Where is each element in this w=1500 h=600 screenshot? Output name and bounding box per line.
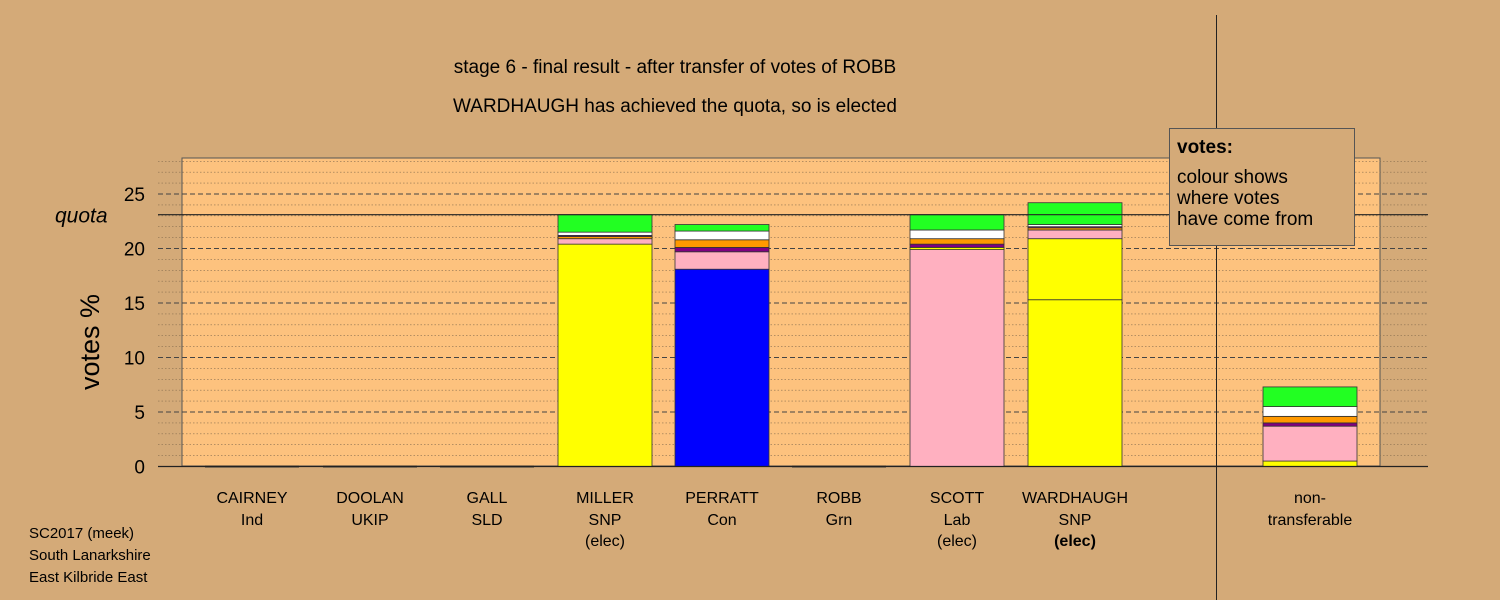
bar-segment-sld	[1262, 422, 1358, 427]
footer-election: SC2017 (meek)	[29, 525, 135, 542]
candidate-party: Ind	[241, 512, 263, 529]
bar-segment-ukip	[1027, 202, 1123, 225]
footer-ward: East Kilbride East	[29, 569, 148, 586]
scott-bar	[909, 214, 1005, 467]
bar-segment-ukip	[557, 214, 653, 233]
candidate-party: Con	[707, 512, 736, 529]
bar-segment-grn	[1262, 415, 1358, 424]
candidate-status: (elec)	[1054, 533, 1096, 550]
candidate-name: WARDHAUGH	[1022, 490, 1128, 507]
legend-box: votes: colour shows where votes have com…	[1169, 128, 1355, 246]
bar-segment-ind	[909, 229, 1005, 240]
legend-text-line-1: colour shows	[1177, 167, 1288, 188]
y-tick-labels: 0 5 10 15 20 25	[124, 185, 145, 479]
bar-segment-snp	[1262, 460, 1358, 467]
candidate-party: SLD	[471, 512, 502, 529]
non-transferable-label-1: non-	[1294, 490, 1326, 507]
bar-segment-ind	[557, 231, 653, 236]
miller-bar	[557, 214, 653, 467]
candidate-name: GALL	[467, 490, 508, 507]
x-tick-labels: CAIRNEY Ind DOOLAN UKIP GALL SLD MILLER SNP (ele…	[216, 490, 1352, 550]
quota-label: quota	[55, 205, 108, 228]
bar-segment-lab	[1027, 229, 1123, 240]
bar-segment-ukip	[1262, 386, 1358, 407]
footer-info: SC2017 (meek) South Lanarkshire East Kil…	[29, 523, 151, 589]
legend-text-line-3: have come from	[1177, 209, 1314, 230]
bar-segment-lab	[1262, 425, 1358, 462]
bar-segment-sld	[674, 247, 770, 253]
bar-segment-ukip	[909, 214, 1005, 231]
candidate-name: DOOLAN	[336, 490, 404, 507]
y-axis-label: votes %	[75, 294, 105, 390]
y-tick-label: 20	[124, 240, 145, 261]
bars	[205, 202, 1358, 468]
y-tick-label: 10	[124, 349, 145, 370]
bar-segment-con	[674, 268, 770, 467]
perratt-bar	[674, 224, 770, 467]
bar-segment-lab	[909, 249, 1005, 467]
bar-segment-snp	[557, 243, 653, 467]
candidate-name: SCOTT	[930, 490, 984, 507]
candidate-name: PERRATT	[685, 490, 759, 507]
y-tick-label: 15	[124, 294, 145, 315]
candidate-name: CAIRNEY	[216, 490, 287, 507]
candidate-status: (elec)	[937, 533, 977, 550]
legend-heading: votes:	[1177, 137, 1233, 158]
candidate-party: Grn	[826, 512, 853, 529]
y-tick-label: 25	[124, 185, 145, 206]
bar-segment-snp	[1027, 299, 1123, 467]
candidate-party: Lab	[944, 512, 971, 529]
footer-council: South Lanarkshire	[29, 547, 151, 564]
bar-segment-lab	[674, 251, 770, 270]
y-tick-label: 0	[134, 458, 145, 479]
candidate-party: UKIP	[351, 512, 388, 529]
bar-segment-lab	[557, 238, 653, 245]
wardhaugh-bar	[1027, 202, 1123, 467]
candidate-status: (elec)	[585, 533, 625, 550]
bar-segment-snp	[1027, 238, 1123, 301]
non-transferable-bar	[1262, 386, 1358, 467]
bar-segment-grn	[674, 239, 770, 248]
non-transferable-label-2: transferable	[1268, 512, 1353, 529]
candidate-party: SNP	[1059, 512, 1092, 529]
y-tick-label: 5	[134, 403, 145, 424]
candidate-name: ROBB	[816, 490, 861, 507]
legend-text-line-2: where votes	[1177, 188, 1280, 209]
bar-segment-ind	[674, 230, 770, 241]
bar-segment-grn	[909, 238, 1005, 245]
chart-title: stage 6 - final result - after transfer …	[454, 57, 896, 78]
candidate-party: SNP	[589, 512, 622, 529]
chart-subtitle: WARDHAUGH has achieved the quota, so is …	[453, 96, 897, 117]
bar-segment-sld	[909, 243, 1005, 248]
bar-segment-ind	[1262, 406, 1358, 417]
bar-segment-ukip	[674, 224, 770, 232]
candidate-name: MILLER	[576, 490, 634, 507]
